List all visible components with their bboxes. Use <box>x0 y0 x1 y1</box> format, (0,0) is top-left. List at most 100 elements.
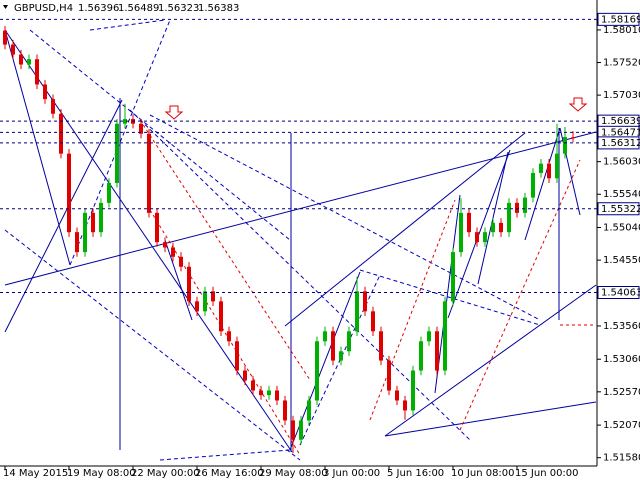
trend-line <box>434 194 461 394</box>
candle-body <box>51 99 55 114</box>
candle-body <box>99 202 103 233</box>
level-label: 1.58169 <box>601 14 640 25</box>
channel-line <box>4 229 301 461</box>
candle-body <box>571 137 575 139</box>
candle-body <box>331 331 335 361</box>
candle-body <box>515 202 519 213</box>
x-tick-label: 29 May 08:00 <box>259 468 328 479</box>
candle-body <box>155 212 159 243</box>
candle-body <box>27 59 31 65</box>
y-tick-label: 1.56030 <box>603 157 640 168</box>
candle-body <box>507 202 511 233</box>
candle-body <box>235 341 239 371</box>
level-label: 1.56639 <box>601 116 640 127</box>
trend-line <box>477 151 509 285</box>
candle-body <box>283 400 287 421</box>
candle-body <box>107 182 111 203</box>
level-label: 1.56471 <box>601 127 640 138</box>
y-tick-label: 1.53560 <box>603 321 640 332</box>
candle-body <box>307 400 311 421</box>
header-icon <box>3 5 8 9</box>
candle-body <box>459 212 463 253</box>
candle-body <box>315 341 319 401</box>
candle-body <box>443 301 447 371</box>
red-channel <box>459 159 581 431</box>
arrow-icon <box>568 97 588 112</box>
candle-body <box>427 331 431 342</box>
candle-body <box>499 222 503 233</box>
candle-body <box>115 123 119 183</box>
candle-body <box>347 331 351 352</box>
y-tick-label: 1.57520 <box>603 58 640 69</box>
candle-body <box>43 84 47 100</box>
candle-body <box>291 420 295 440</box>
y-tick-label: 1.54550 <box>603 255 640 266</box>
candle-body <box>163 242 167 248</box>
y-tick-label: 1.52070 <box>603 420 640 431</box>
candle-body <box>451 252 455 302</box>
header-high: 1.56489 <box>118 3 159 14</box>
candle-body <box>219 301 223 332</box>
level-label-box <box>597 136 640 150</box>
candle-body <box>179 256 183 267</box>
candle-body <box>195 301 199 312</box>
level-label-box <box>597 286 640 300</box>
trend-line <box>524 127 561 241</box>
x-tick-label: 5 Jun 16:00 <box>387 468 444 479</box>
candle-body <box>491 222 495 233</box>
candle-body <box>67 153 71 233</box>
trend-line <box>4 29 71 266</box>
channel-line <box>149 114 541 321</box>
candle-body <box>35 59 39 85</box>
candle-body <box>275 390 279 401</box>
candle-body <box>227 331 231 342</box>
level-label: 1.55322 <box>601 204 640 215</box>
candle-body <box>323 331 327 342</box>
candle-body <box>563 137 567 154</box>
x-tick-label: 22 May 00:00 <box>131 468 200 479</box>
candle-body <box>355 291 359 332</box>
candle-body <box>387 360 391 391</box>
y-tick-label: 1.51580 <box>603 453 640 464</box>
candle-body <box>123 119 127 124</box>
header-open: 1.56396 <box>78 3 119 14</box>
trend-line <box>384 401 597 437</box>
candle-body <box>251 380 255 391</box>
candle-body <box>531 172 535 198</box>
candle-body <box>259 390 263 396</box>
candle-body <box>11 44 15 55</box>
x-tick-label: 26 May 16:00 <box>195 468 264 479</box>
candle-body <box>379 331 383 361</box>
trend-line <box>4 99 123 333</box>
candle-body <box>411 370 415 411</box>
candle-body <box>299 420 303 440</box>
candle-body <box>203 291 207 312</box>
x-tick-label: 19 May 08:00 <box>67 468 136 479</box>
level-label-box <box>597 12 640 26</box>
candle-body <box>339 351 343 361</box>
candle-body <box>267 390 271 396</box>
level-label-box <box>597 202 640 216</box>
x-tick-label: 15 Jun 00:00 <box>515 468 579 479</box>
candle-body <box>243 370 247 381</box>
candle-body <box>555 153 559 179</box>
red-channel <box>139 119 311 381</box>
candle-body <box>75 232 79 253</box>
x-tick-label: 3 Jun 00:00 <box>323 468 380 479</box>
candle-body <box>403 400 407 411</box>
candle-body <box>539 163 543 173</box>
trend-line <box>284 132 526 327</box>
candle-body <box>91 212 95 233</box>
candle-body <box>3 30 7 45</box>
trend-line <box>289 271 361 451</box>
candle-body <box>147 133 151 213</box>
symbol: GBPUSD,H4 <box>14 3 73 14</box>
candle-body <box>475 232 479 243</box>
level-label: 1.56312 <box>601 138 640 149</box>
y-tick-label: 1.58010 <box>603 25 640 36</box>
header-low: 1.56323 <box>158 3 199 14</box>
y-tick-label: 1.55540 <box>603 189 640 200</box>
